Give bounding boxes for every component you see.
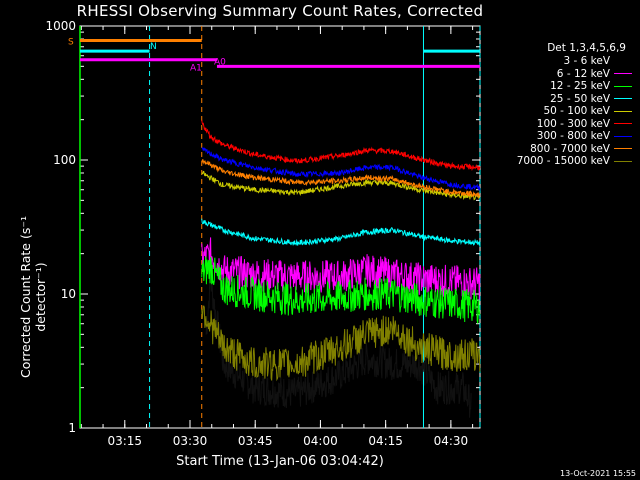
x-axis-label: Start Time (13-Jan-06 03:04:42) (176, 454, 384, 469)
y-tick-label: 1 (68, 421, 76, 435)
legend-label: 50 - 100 keV (543, 105, 610, 118)
flag-label: S (68, 37, 74, 47)
legend-title: Det 1,3,4,5,6,9 (547, 42, 626, 54)
x-tick-label: 04:00 (303, 434, 338, 448)
legend-item: 800 - 7000 keV (482, 143, 632, 156)
legend-item: 100 - 300 keV (482, 118, 632, 131)
legend-swatch (614, 110, 632, 112)
legend-item: 300 - 800 keV (482, 130, 632, 143)
legend-swatch (614, 60, 632, 62)
series-line (201, 120, 481, 172)
legend-swatch (614, 148, 632, 150)
series-line (201, 305, 481, 382)
x-tick-label: 04:15 (368, 434, 403, 448)
legend-swatch (614, 85, 632, 87)
legend: Det 1,3,4,5,6,9 3 - 6 keV 6 - 12 keV 12 - … (482, 42, 632, 168)
x-tick-label: 03:15 (107, 434, 142, 448)
timestamp: 13-Oct-2021 15:55 (560, 469, 636, 478)
legend-swatch (614, 73, 632, 75)
series-line (201, 218, 481, 247)
x-tick-label: 03:30 (173, 434, 208, 448)
legend-label: 800 - 7000 keV (530, 142, 610, 155)
legend-item: 25 - 50 keV (482, 93, 632, 106)
series-line (201, 159, 481, 199)
y-tick-label: 1000 (45, 19, 76, 33)
legend-swatch (614, 135, 632, 137)
flag-label: A1 (190, 64, 202, 74)
legend-label: 6 - 12 keV (556, 67, 610, 80)
legend-swatch (614, 123, 632, 125)
legend-label: 25 - 50 keV (550, 92, 610, 105)
legend-swatch (614, 160, 632, 162)
x-tick-label: 04:30 (434, 434, 469, 448)
series-line (201, 237, 481, 300)
legend-item: 12 - 25 keV (482, 80, 632, 93)
legend-item: 7000 - 15000 keV (482, 155, 632, 168)
x-tick-label: 03:45 (238, 434, 273, 448)
chart-title: RHESSI Observing Summary Count Rates, Co… (76, 2, 484, 20)
flag-label: N (150, 42, 157, 52)
series-line (205, 274, 472, 418)
legend-item: 6 - 12 keV (482, 68, 632, 81)
y-axis-label: Corrected Count Rate (s⁻¹ detector⁻¹) (18, 216, 48, 378)
series-line (201, 147, 481, 191)
y-tick-label: 100 (53, 153, 76, 167)
legend-swatch (614, 98, 632, 100)
legend-label: 3 - 6 keV (563, 55, 610, 68)
legend-label: 300 - 800 keV (536, 130, 610, 143)
legend-item: 3 - 6 keV (482, 55, 632, 68)
series-line (201, 170, 481, 201)
y-tick-label: 10 (61, 287, 76, 301)
legend-label: 7000 - 15000 keV (516, 155, 610, 168)
legend-label: 100 - 300 keV (536, 117, 610, 130)
legend-item: 50 - 100 keV (482, 105, 632, 118)
flag-label: A0 (214, 57, 226, 67)
series-line (201, 256, 481, 324)
legend-label: 12 - 25 keV (550, 80, 610, 93)
